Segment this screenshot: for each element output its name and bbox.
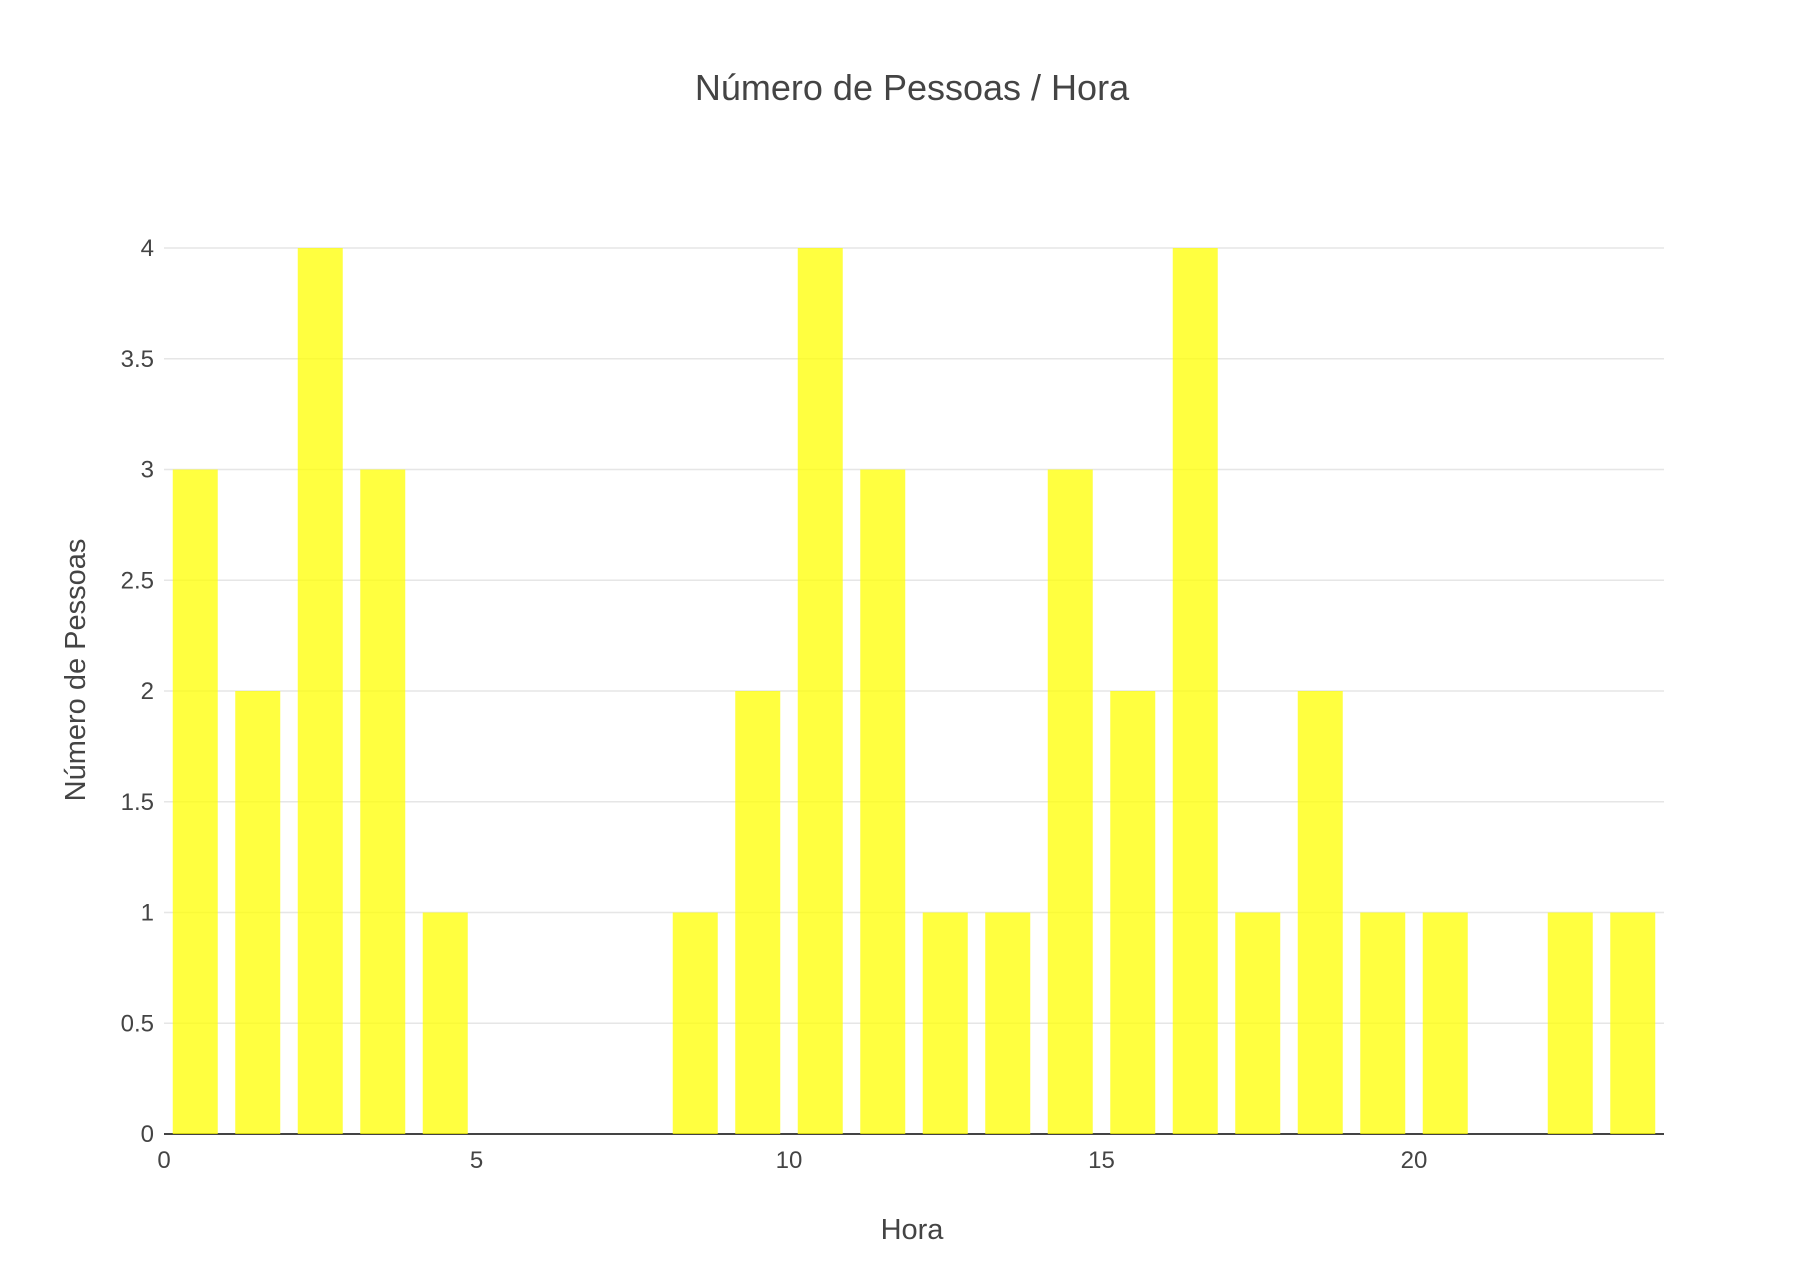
bar xyxy=(360,469,406,1134)
bar xyxy=(860,469,906,1134)
bar xyxy=(672,912,718,1134)
x-axis-ticks: 0 5 10 15 20 xyxy=(157,1147,1427,1174)
bar xyxy=(1110,691,1156,1134)
x-tick-label: 10 xyxy=(776,1147,803,1174)
y-axis-ticks: 0 0.5 1 1.5 2 2.5 3 3.5 4 xyxy=(121,235,154,1148)
bar xyxy=(1422,912,1468,1134)
y-tick-label: 2.5 xyxy=(121,567,154,594)
bar xyxy=(1297,691,1343,1134)
y-tick-label: 3 xyxy=(141,457,154,484)
bar xyxy=(922,912,968,1134)
x-tick-label: 0 xyxy=(157,1147,170,1174)
y-tick-label: 0 xyxy=(141,1121,154,1148)
bar xyxy=(1610,912,1656,1134)
bar xyxy=(1172,248,1218,1134)
bar xyxy=(985,912,1031,1134)
bar xyxy=(1360,912,1406,1134)
y-tick-label: 3.5 xyxy=(121,346,154,373)
bar xyxy=(1547,912,1593,1134)
bar xyxy=(1235,912,1281,1134)
x-tick-label: 5 xyxy=(470,1147,483,1174)
bar xyxy=(735,691,781,1134)
y-tick-label: 1 xyxy=(141,900,154,927)
x-tick-label: 20 xyxy=(1401,1147,1428,1174)
y-tick-label: 1.5 xyxy=(121,789,154,816)
bar xyxy=(172,469,218,1134)
y-tick-label: 4 xyxy=(141,235,154,262)
bar xyxy=(297,248,343,1134)
bar xyxy=(235,691,281,1134)
chart-title: Número de Pessoas / Hora xyxy=(695,67,1130,108)
y-tick-label: 2 xyxy=(141,678,154,705)
bars xyxy=(172,248,1656,1134)
y-axis-title: Número de Pessoas xyxy=(60,539,92,802)
x-axis-title: Hora xyxy=(881,1214,945,1246)
y-tick-label: 0.5 xyxy=(121,1010,154,1037)
x-tick-label: 15 xyxy=(1088,1147,1115,1174)
bar xyxy=(422,912,468,1134)
bar xyxy=(1047,469,1093,1134)
bar xyxy=(797,248,843,1134)
gridlines xyxy=(164,247,1664,1135)
